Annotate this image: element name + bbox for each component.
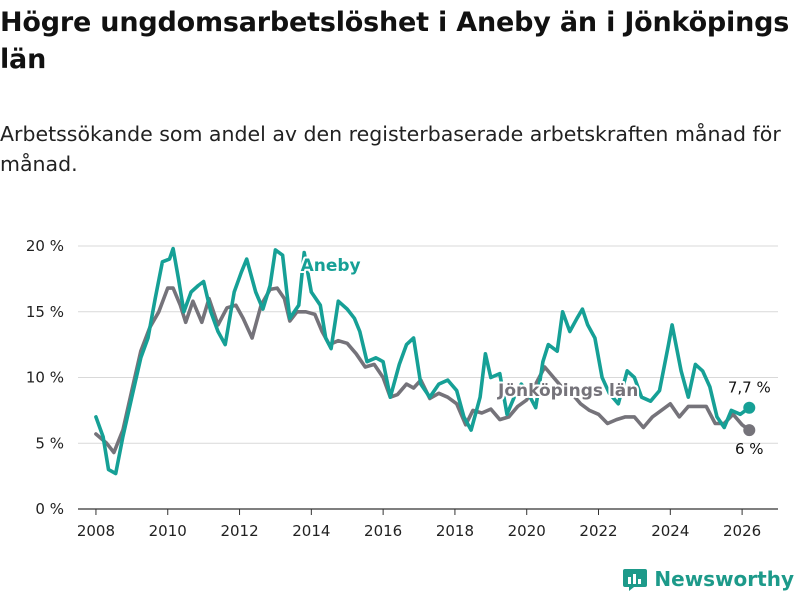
label-layer: 6 % 7,7 % Aneby Jönköpings län (299, 254, 771, 458)
x-tick-label: 2012 (220, 522, 258, 540)
x-tick-label: 2016 (364, 522, 402, 540)
chart-subtitle: Arbetssökande som andel av den registerb… (0, 122, 781, 176)
brand-name: Newsworthy (654, 567, 794, 591)
x-tick-label: 2020 (508, 522, 546, 540)
series-layer (94, 246, 756, 476)
x-tick-label: 2018 (436, 522, 474, 540)
x-tick-label: 2010 (149, 522, 187, 540)
x-tick-label: 2008 (77, 522, 115, 540)
y-tick-label: 20 % (26, 237, 64, 255)
y-tick-label: 15 % (26, 303, 64, 321)
axis-layer: 0 % 5 % 10 % 15 % 20 % 2008 2010 2012 2014 2016 20… (26, 237, 761, 540)
x-tick-label: 2026 (723, 522, 761, 540)
series-label-jonkopings-lan: Jönköpings län (497, 381, 638, 401)
end-label-aneby: 7,7 % (728, 379, 771, 397)
y-tick-label: 0 % (35, 500, 64, 518)
x-tick-label: 2014 (292, 522, 330, 540)
x-tick-label: 2024 (651, 522, 689, 540)
bar-chart-logo-icon (623, 569, 648, 591)
series-line-aneby (94, 246, 752, 476)
y-tick-label: 5 % (35, 434, 64, 452)
newsworthy-brand: Newsworthy (622, 566, 794, 592)
end-point-jonkopings-lan (743, 424, 756, 437)
series-label-aneby: Aneby (301, 256, 361, 276)
grid-layer (78, 245, 778, 510)
series-line-jonkopings-lan (94, 286, 752, 455)
y-tick-label: 10 % (26, 369, 64, 387)
x-tick-label: 2022 (579, 522, 617, 540)
end-point-aneby (743, 401, 756, 414)
chart-title: Högre ungdomsarbetslöshet i Aneby än i J… (0, 7, 790, 75)
end-label-jonkopings-lan: 6 % (735, 440, 764, 458)
